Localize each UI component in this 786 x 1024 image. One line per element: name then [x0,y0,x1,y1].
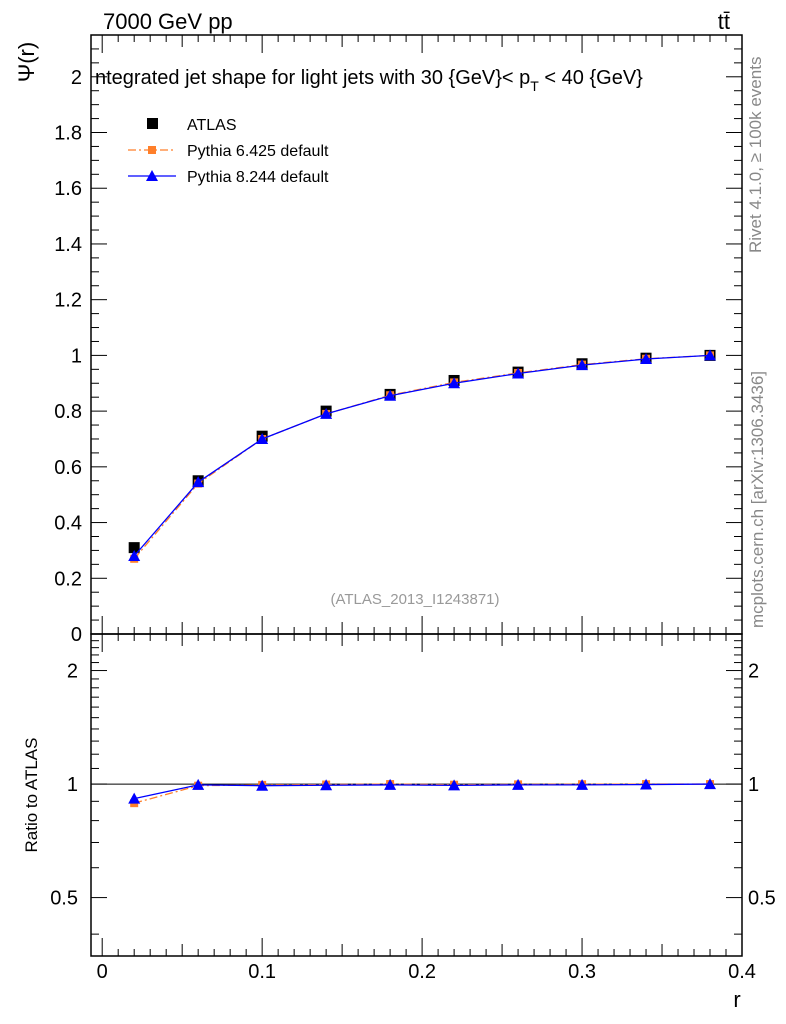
main-pythia8-point [704,349,717,361]
y-tick-label-ratio-right: 2 [748,661,759,683]
ratio-pythia8-point [256,779,269,791]
main-axis-ticks: 0 0.2 0.4 0.6 0.8 1 1.2 1.4 1.6 1.8 2 [54,34,742,646]
ratio-pythia8-point [320,779,333,791]
y-tick-label-main: 0.2 [54,568,82,590]
x-tick-label: 0 [97,961,108,983]
legend: ATLAS Pythia 6.425 default Pythia 8.244 … [128,117,329,186]
y-tick-label-ratio: 0.5 [50,888,78,910]
plot-title-subscript: T [530,78,539,94]
ratio-series-group [128,778,717,808]
rivet-label: Rivet 4.1.0, ≥ 100k events [746,57,765,253]
ratio-pythia8-line [134,783,711,800]
ratio-pythia8-point [192,778,205,790]
plot-title-tail: < 40 {GeV} [539,67,643,89]
main-pythia8-point [384,389,397,401]
main-pythia8-point [256,432,269,444]
y-tick-label-main: 1.8 [54,123,82,145]
ratio-pythia6-line [134,783,711,804]
main-pythia8-point [512,367,525,379]
x-tick-label: 0.1 [248,961,276,983]
y-tick-label-main: 1 [71,345,82,367]
y-tick-label-main: 1.6 [54,178,82,200]
process-label: tt̄ [718,9,730,34]
main-pythia8-point [192,476,205,488]
y-tick-label-main: 1.2 [54,290,82,312]
y-tick-label-main: 0.6 [54,457,82,479]
ratio-pythia8-point [448,779,461,791]
y-tick-label-main: 2 [71,67,82,89]
legend-marker-pythia6 [148,146,156,154]
ratio-axis-ticks: 0.5 0.5 1 1 2 2 [50,640,776,935]
main-pythia8-point [576,359,589,371]
main-y-axis-label: Ψ(r) [14,42,39,82]
mcplots-label: mcplots.cern.ch [arXiv:1306.3436] [748,371,767,628]
ratio-pythia8-point [512,778,525,790]
y-tick-label-main: 0.4 [54,513,82,535]
x-tick-label: 0.3 [568,961,596,983]
x-axis-label: r [733,987,740,1012]
x-tick-label: 0.2 [408,961,436,983]
ratio-pythia8-point [640,778,653,790]
legend-label-pythia6: Pythia 6.425 default [187,143,329,160]
ratio-pythia8-point [128,792,141,804]
y-tick-label-ratio-right: 0.5 [748,888,776,910]
main-pythia8-point [320,407,333,419]
ratio-pythia8-point [384,778,397,790]
y-tick-label-ratio: 2 [67,661,78,683]
legend-marker-atlas [147,118,158,129]
ratio-y-axis-label: Ratio to ATLAS [22,738,41,853]
main-pythia6-line [133,354,711,560]
main-pythia8-point [128,549,141,561]
ratio-pythia8-point [576,778,589,790]
ratio-pythia8-point [704,778,717,790]
analysis-watermark: (ATLAS_2013_I1243871) [330,591,499,608]
main-pythia8-point [448,377,461,389]
energy-label: 7000 GeV pp [103,9,233,34]
main-pythia8-line [133,354,711,557]
main-pythia8-point [640,353,653,365]
x-axis-ticks: 0 0.1 0.2 0.3 0.4 [97,35,756,983]
ratio-plot-frame [90,633,743,957]
x-tick-label: 0.4 [728,961,756,983]
legend-marker-pythia8 [146,170,158,181]
legend-label-pythia8: Pythia 8.244 default [187,169,329,186]
plot-title-main: ntegrated jet shape for light jets with … [95,67,530,89]
main-series-group [128,349,717,563]
y-tick-label-ratio-right: 1 [748,774,759,796]
y-tick-label-ratio: 1 [67,774,78,796]
legend-label-atlas: ATLAS [187,117,237,134]
plot-title: ntegrated jet shape for light jets with … [95,67,643,94]
y-tick-label-main: 0.8 [54,401,82,423]
main-atlas-point [128,542,140,554]
y-tick-label-main: 1.4 [54,234,82,256]
y-tick-label-main: 0 [71,624,82,646]
